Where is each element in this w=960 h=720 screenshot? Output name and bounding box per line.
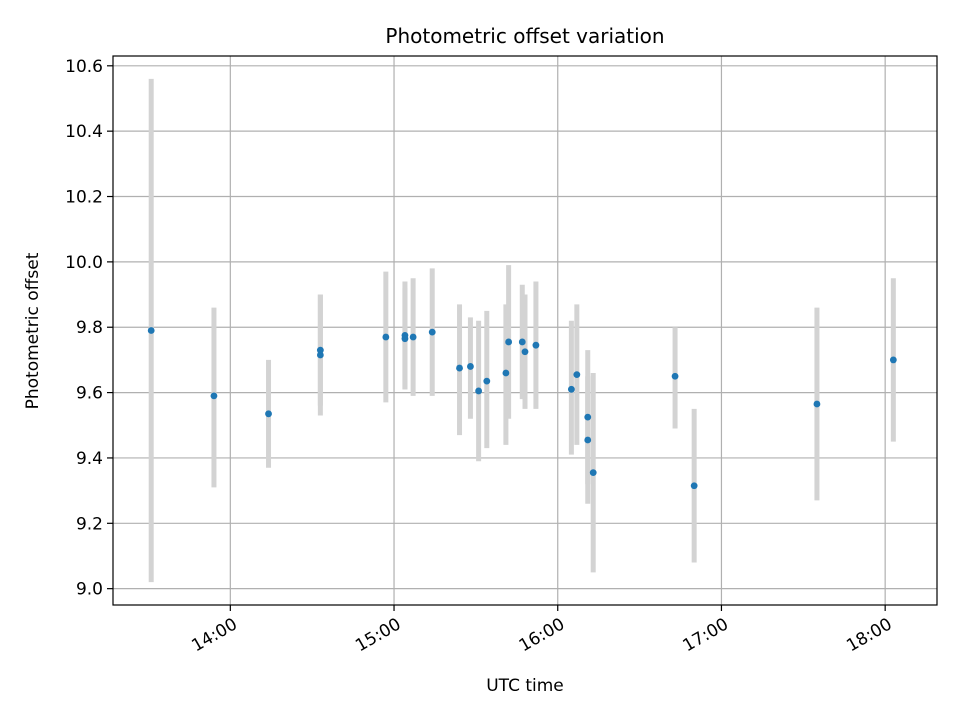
data-point — [483, 377, 491, 385]
chart-title: Photometric offset variation — [385, 24, 664, 48]
data-point — [265, 410, 272, 418]
y-tick-label: 10.6 — [65, 57, 103, 77]
data-point — [532, 341, 540, 349]
y-axis-ticks: 9.0 9.2 9.4 9.6 9.8 10.0 10.2 10.4 10.6 — [65, 57, 113, 600]
data-point — [316, 346, 324, 354]
data-point — [210, 392, 218, 400]
data-point — [428, 328, 436, 336]
data-point — [521, 348, 529, 356]
data-point — [671, 372, 679, 380]
y-tick-label: 10.2 — [65, 188, 103, 208]
data-point — [889, 356, 897, 364]
data-point — [409, 333, 417, 341]
x-axis-label: UTC time — [486, 676, 564, 696]
data-point — [813, 400, 821, 408]
data-point — [567, 385, 575, 393]
y-tick-label: 10.4 — [65, 122, 103, 142]
data-point — [316, 351, 324, 359]
y-axis-label: Photometric offset — [23, 252, 43, 409]
y-tick-label: 9.6 — [76, 384, 103, 404]
data-point — [589, 469, 597, 477]
y-tick-label: 10.0 — [65, 253, 103, 273]
data-point — [584, 436, 592, 444]
data-points — [147, 327, 897, 490]
data-point — [467, 363, 474, 370]
data-point — [147, 327, 155, 334]
data-point — [505, 338, 513, 346]
data-point — [475, 387, 483, 395]
y-tick-label: 9.4 — [76, 449, 103, 469]
plot-frame — [112, 55, 938, 606]
data-point — [518, 338, 526, 346]
data-point — [573, 371, 581, 379]
data-point — [584, 413, 592, 421]
y-tick-label: 9.0 — [76, 580, 103, 600]
data-point — [382, 333, 390, 341]
y-tick-label: 9.8 — [76, 318, 103, 338]
data-point — [502, 369, 510, 377]
y-tick-label: 9.2 — [76, 514, 103, 534]
data-point — [456, 364, 463, 372]
data-point — [690, 482, 698, 490]
data-point — [401, 335, 409, 343]
